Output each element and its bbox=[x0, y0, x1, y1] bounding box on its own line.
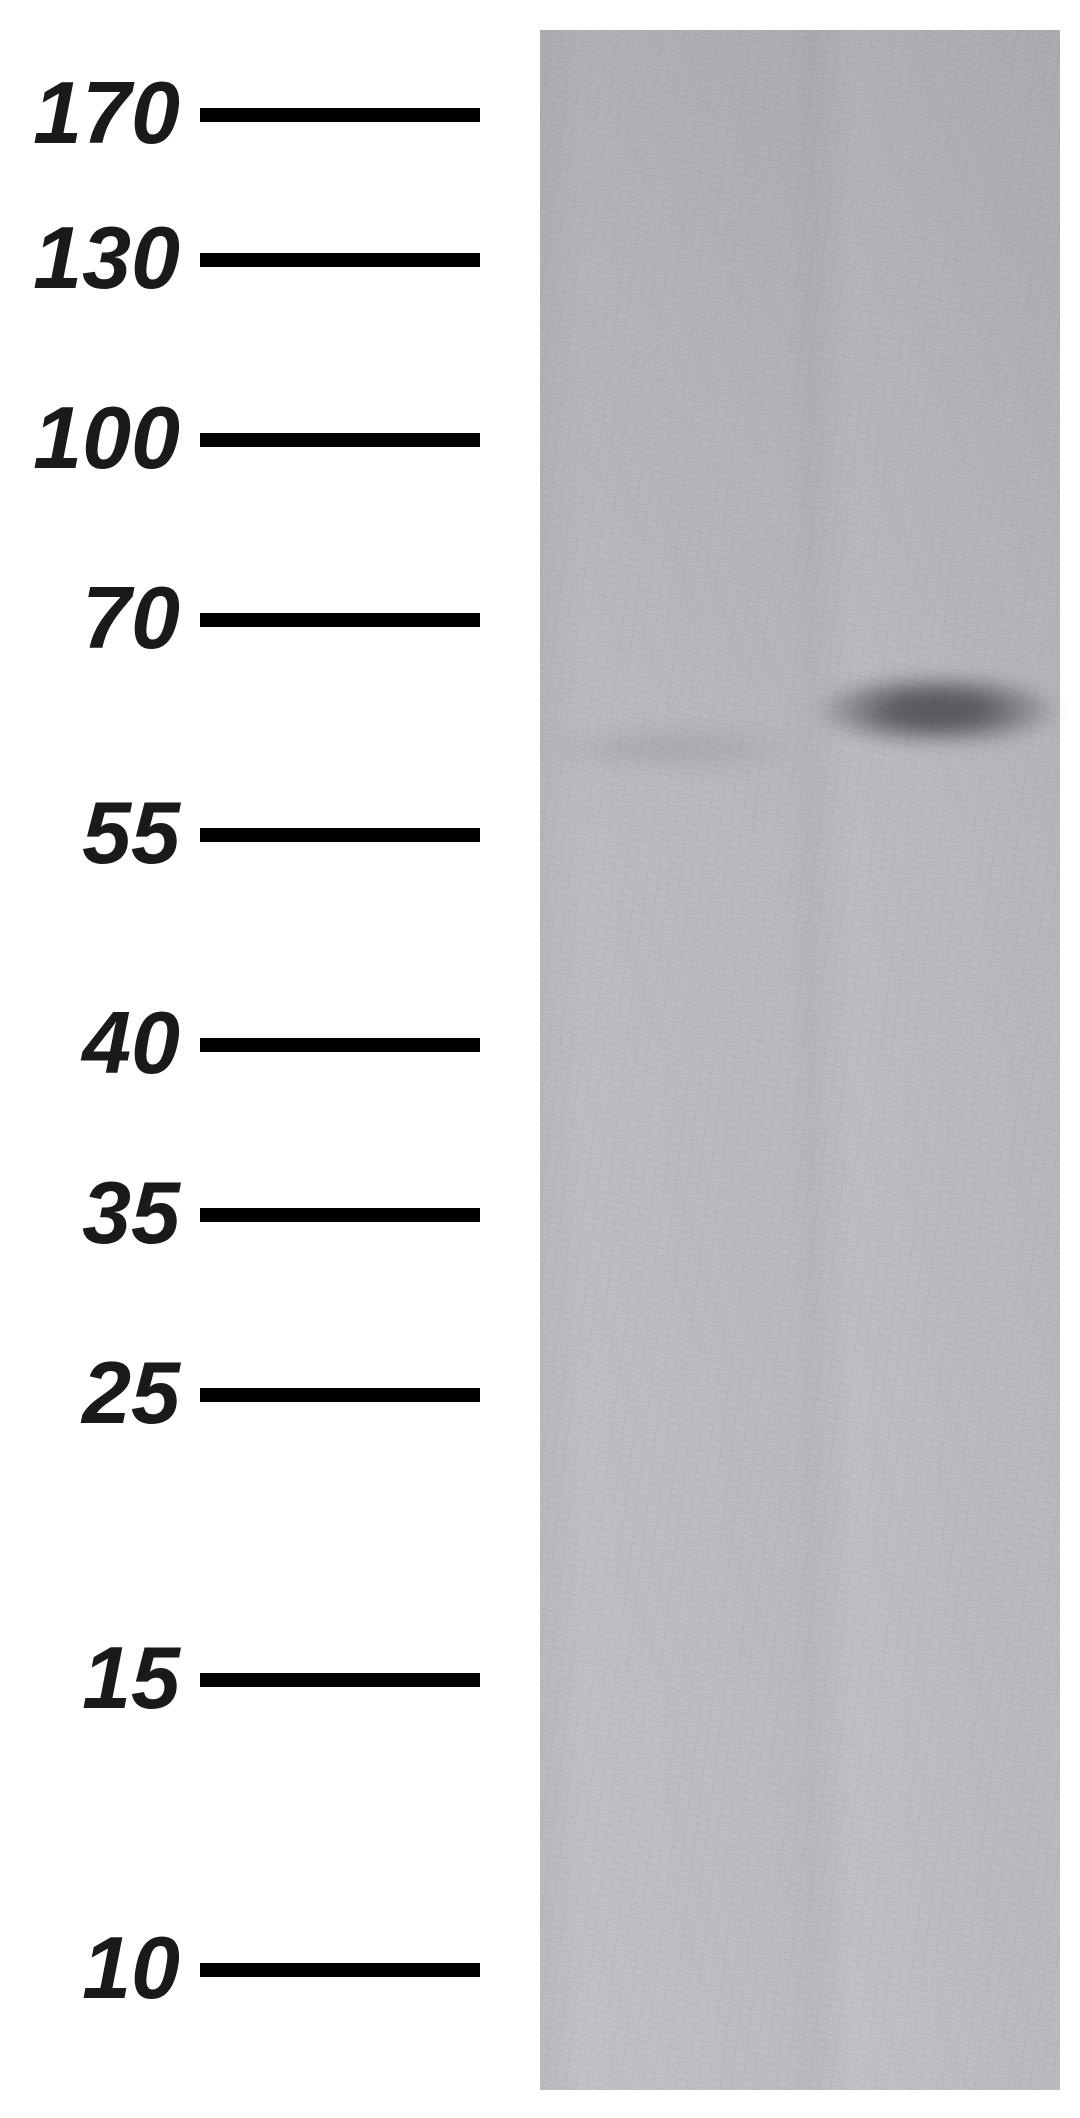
blot-membrane bbox=[540, 30, 1060, 2090]
marker-tick-10 bbox=[200, 1963, 480, 1977]
marker-tick-15 bbox=[200, 1673, 480, 1687]
marker-tick-70 bbox=[200, 613, 480, 627]
marker-label-10: 10 bbox=[0, 1917, 180, 2019]
membrane-texture bbox=[540, 30, 1060, 2090]
molecular-weight-ladder: 170 130 100 70 55 40 35 25 15 10 bbox=[0, 0, 540, 2118]
marker-tick-40 bbox=[200, 1038, 480, 1052]
marker-tick-170 bbox=[200, 108, 480, 122]
western-blot-image: 170 130 100 70 55 40 35 25 15 10 bbox=[0, 0, 1080, 2118]
marker-label-25: 25 bbox=[0, 1342, 180, 1444]
marker-tick-25 bbox=[200, 1388, 480, 1402]
marker-tick-100 bbox=[200, 433, 480, 447]
marker-label-170: 170 bbox=[0, 62, 180, 164]
marker-label-130: 130 bbox=[0, 207, 180, 309]
marker-tick-35 bbox=[200, 1208, 480, 1222]
marker-label-15: 15 bbox=[0, 1627, 180, 1729]
marker-label-70: 70 bbox=[0, 567, 180, 669]
marker-label-100: 100 bbox=[0, 387, 180, 489]
marker-label-55: 55 bbox=[0, 782, 180, 884]
marker-tick-130 bbox=[200, 253, 480, 267]
marker-label-40: 40 bbox=[0, 992, 180, 1094]
marker-tick-55 bbox=[200, 828, 480, 842]
marker-label-35: 35 bbox=[0, 1162, 180, 1264]
